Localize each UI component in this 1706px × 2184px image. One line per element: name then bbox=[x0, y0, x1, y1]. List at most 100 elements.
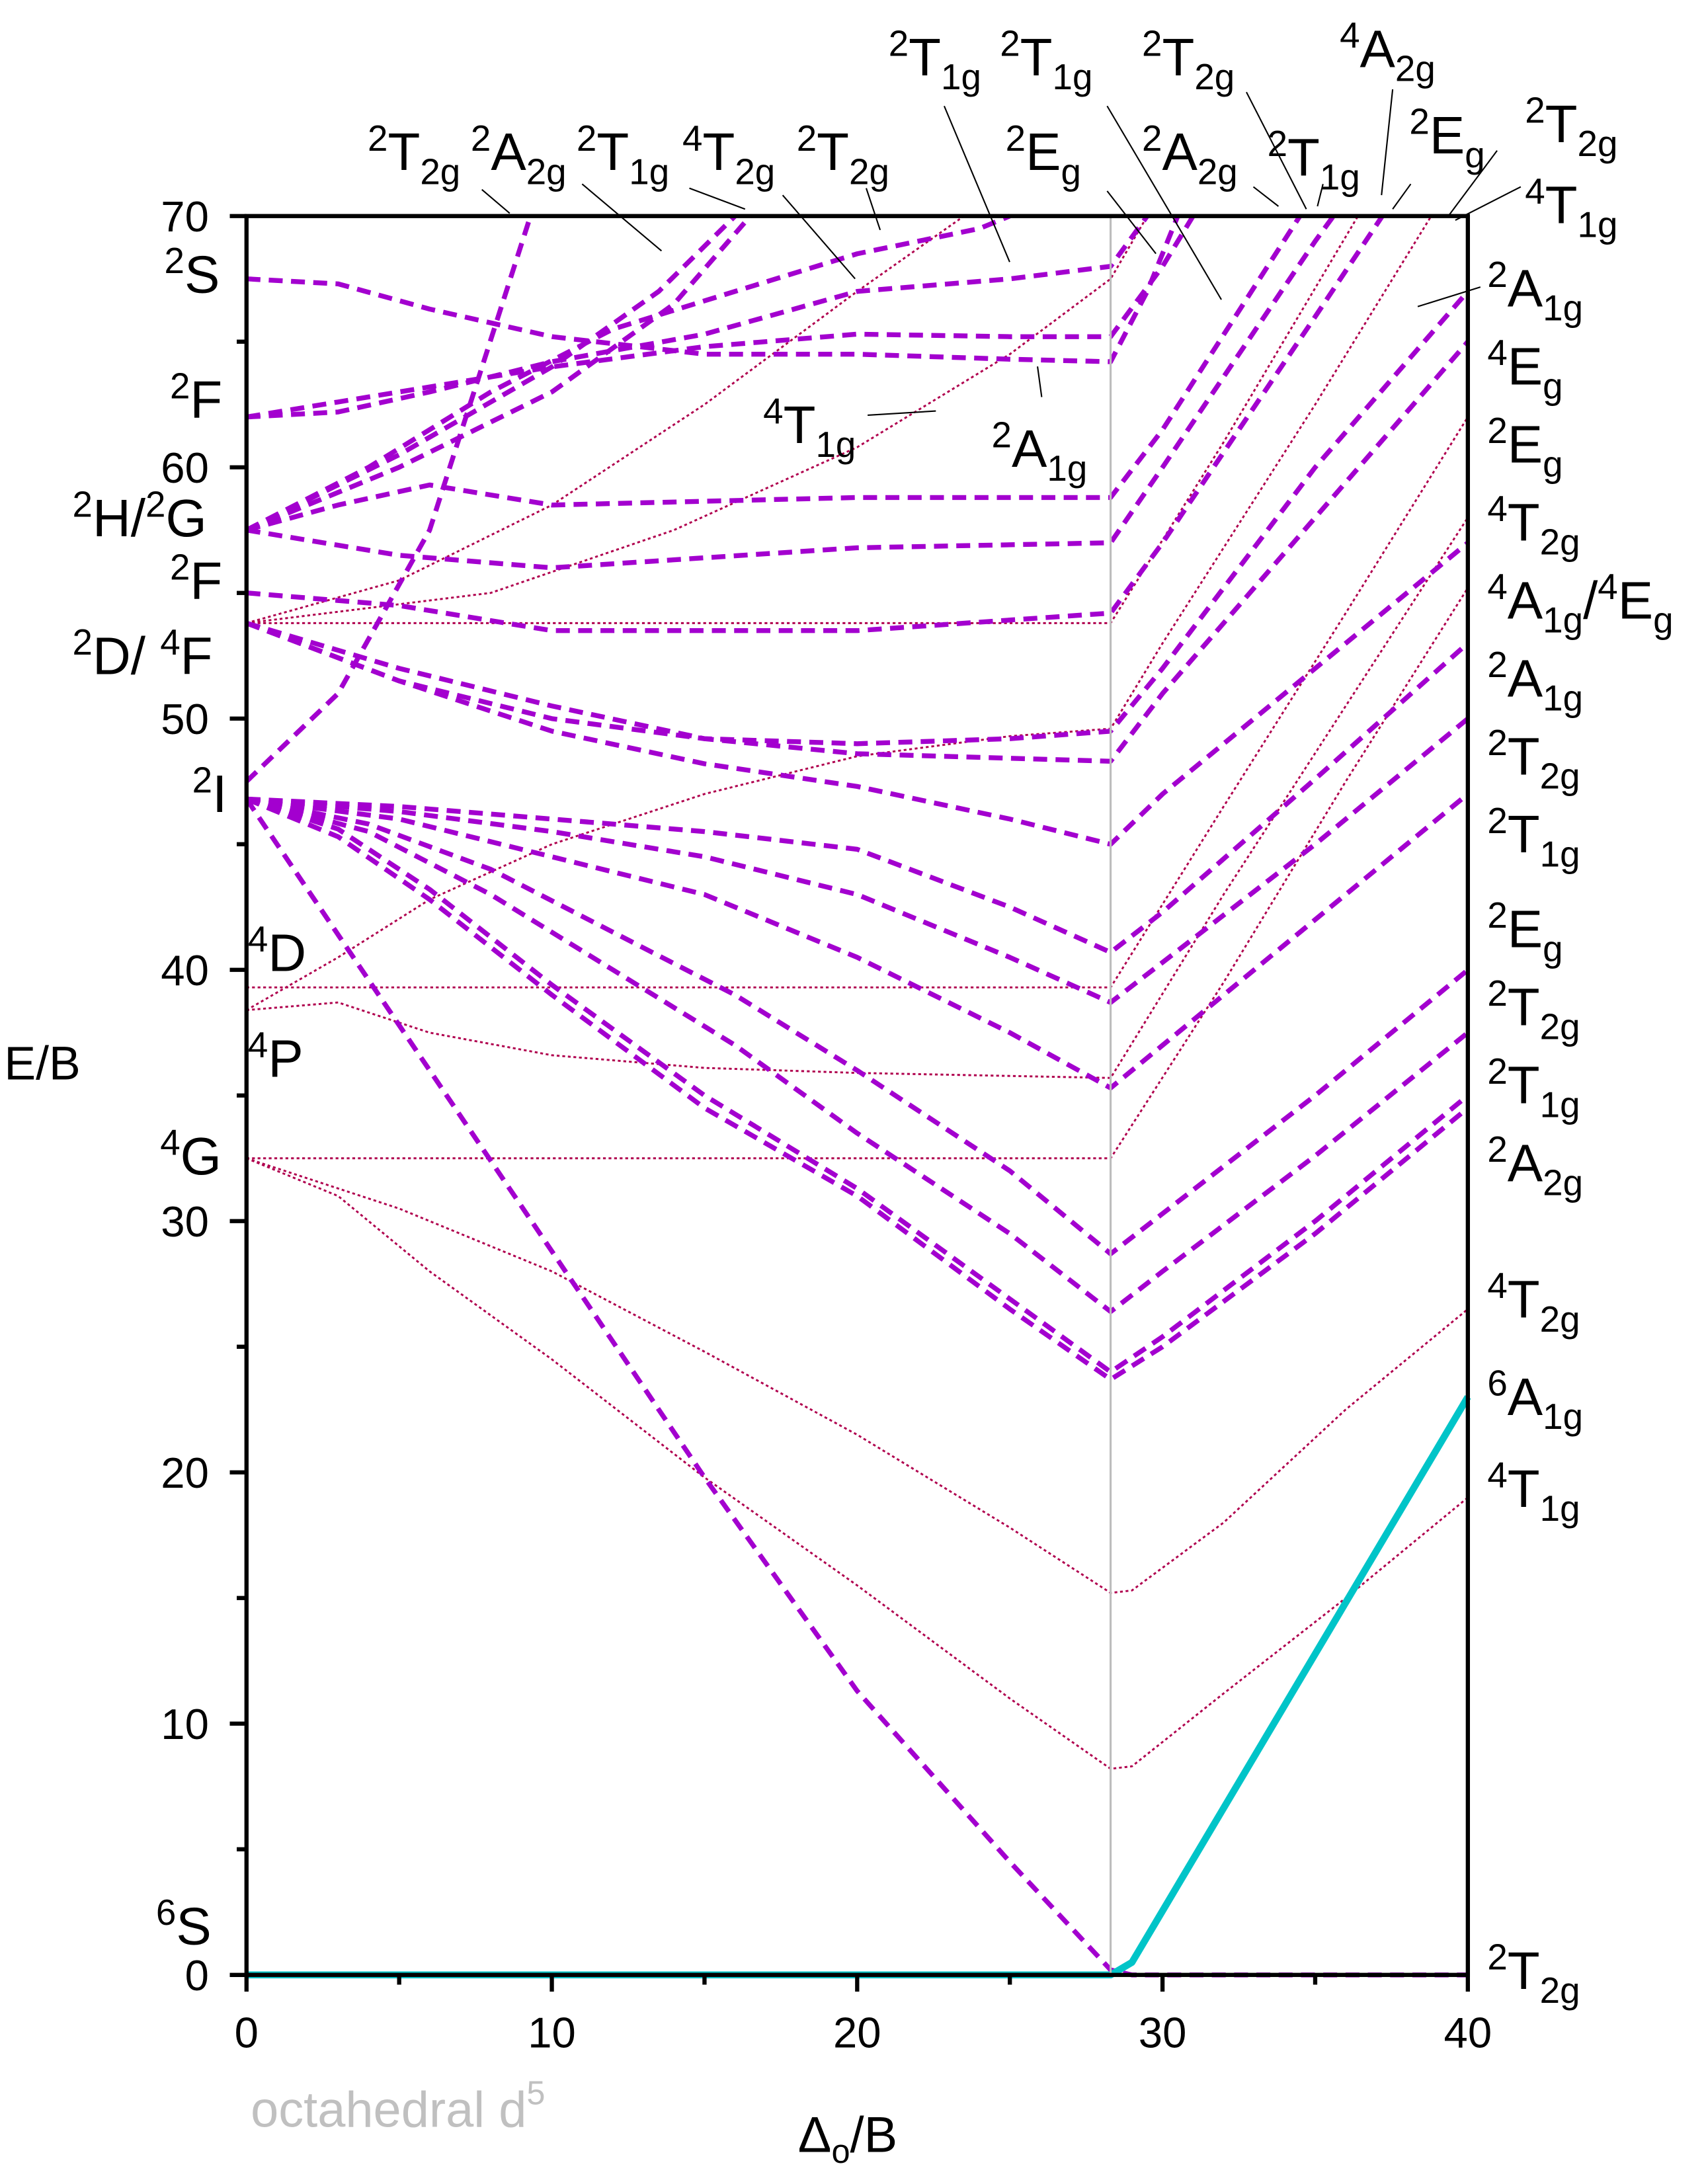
series-doublet-30 bbox=[245, 215, 533, 784]
term-label-left: 4D bbox=[248, 918, 306, 982]
state-label-top: 2A2g bbox=[471, 118, 567, 192]
series-sextet-0 bbox=[246, 1395, 1471, 1979]
label-leader-line bbox=[1246, 91, 1307, 210]
state-label-top: 4T1g bbox=[763, 391, 856, 465]
state-label-right: 2A1g bbox=[1487, 644, 1583, 719]
series-doublet-20 bbox=[245, 340, 1470, 764]
term-label-left: 2H/2G bbox=[73, 484, 207, 547]
x-tick-label: 10 bbox=[528, 2008, 576, 2056]
label-leader-line bbox=[1455, 186, 1522, 222]
state-label-right: 2T2g bbox=[1487, 1936, 1580, 2011]
state-label-right: 2A1g bbox=[1487, 254, 1583, 329]
series-quartet-3 bbox=[246, 587, 1469, 1160]
y-tick-label: 20 bbox=[161, 1449, 209, 1497]
term-label-left: 2F bbox=[170, 546, 222, 610]
series-doublet-17 bbox=[246, 641, 1470, 955]
state-label-top: 4T2g bbox=[682, 118, 775, 192]
state-label-right: 4Eg bbox=[1487, 332, 1563, 407]
x-tick-label: 20 bbox=[833, 2008, 881, 2056]
series-quartet-8 bbox=[246, 216, 1149, 624]
y-tick-label: 30 bbox=[161, 1197, 209, 1246]
series-doublet-10 bbox=[244, 797, 1468, 1978]
y-tick-label: 60 bbox=[161, 444, 209, 492]
series-doublet-18 bbox=[245, 540, 1470, 847]
series-doublet-26 bbox=[245, 214, 1011, 532]
label-leader-line bbox=[1392, 183, 1412, 210]
series-quartet-9 bbox=[246, 215, 965, 624]
label-leader-line bbox=[581, 183, 663, 252]
y-tick-label: 0 bbox=[185, 1951, 209, 2000]
label-leader-line bbox=[689, 187, 746, 210]
y-tick-label: 50 bbox=[161, 695, 209, 743]
state-label-right: 4T1g bbox=[1525, 171, 1617, 245]
series-quartet-6 bbox=[246, 215, 1432, 1011]
state-label-right: 4T1g bbox=[1487, 1455, 1580, 1529]
y-tick-label: 40 bbox=[161, 946, 209, 994]
state-label-right: 6A1g bbox=[1487, 1363, 1583, 1437]
series-doublet-27 bbox=[246, 214, 1150, 420]
series-doublet-15 bbox=[246, 791, 1470, 1091]
series-doublet-19 bbox=[245, 290, 1470, 747]
label-leader-line bbox=[868, 410, 936, 416]
series-quartet-5 bbox=[246, 416, 1469, 989]
x-tick-label: 40 bbox=[1444, 2008, 1492, 2056]
series-doublet-22 bbox=[246, 214, 1336, 571]
state-label-right: 4A1g/4Eg bbox=[1487, 566, 1673, 641]
series-doublet-14 bbox=[246, 796, 1470, 1256]
label-leader-line bbox=[1381, 89, 1394, 196]
state-label-top: 2Eg bbox=[1006, 118, 1081, 192]
axis-ticks: 0 10 20 30 40 0 10 20 30 40 50 60 70 bbox=[161, 192, 1492, 2056]
state-label-top: 2A2g bbox=[1142, 118, 1238, 192]
term-label-left: 2I bbox=[192, 760, 227, 823]
state-label-right: 2T1g bbox=[1487, 800, 1580, 875]
series-doublet-13 bbox=[245, 796, 1470, 1314]
label-leader-line bbox=[1317, 184, 1324, 207]
state-label-top: 2T1g bbox=[889, 23, 981, 98]
state-label-top: 2T2g bbox=[368, 118, 460, 192]
series-doublet-28 bbox=[246, 214, 1196, 420]
series-doublet-11 bbox=[245, 796, 1470, 1382]
y-tick-label: 70 bbox=[161, 192, 209, 241]
state-label-right: 4T2g bbox=[1487, 488, 1580, 563]
x-tick-label: 30 bbox=[1139, 2008, 1187, 2056]
term-label-left: 6S bbox=[156, 1892, 212, 1955]
state-label-top: 2T1g bbox=[1000, 23, 1092, 98]
label-leader-line bbox=[1252, 186, 1280, 207]
series-quartet-1 bbox=[246, 1157, 1469, 1770]
label-leader-line bbox=[1106, 190, 1157, 255]
label-leader-line bbox=[1417, 286, 1481, 307]
label-leader-line bbox=[943, 105, 1010, 263]
y-tick-label: 10 bbox=[161, 1700, 209, 1748]
term-label-left: 2F bbox=[170, 366, 222, 429]
label-leader-line bbox=[1037, 366, 1043, 397]
series-doublet-29 bbox=[246, 215, 1180, 364]
label-leader-line bbox=[866, 188, 881, 231]
state-label-top: 2T2g bbox=[797, 118, 889, 192]
term-label-left: 4P bbox=[248, 1024, 304, 1088]
state-label-right: 2Eg bbox=[1487, 895, 1563, 969]
series-doublet-12 bbox=[245, 796, 1470, 1375]
configuration-annotation: octahedral d5 bbox=[251, 2074, 545, 2138]
label-leader-line bbox=[782, 194, 856, 280]
y-axis-title: E/B bbox=[4, 1037, 80, 1090]
state-label-top: 4A2g bbox=[1340, 15, 1436, 89]
state-label-right: 2Eg bbox=[1487, 410, 1563, 485]
energy-curves bbox=[244, 214, 1471, 1979]
series-doublet-16 bbox=[246, 717, 1470, 1005]
x-axis-title: Δo/B bbox=[798, 2107, 897, 2170]
x-tick-label: 0 bbox=[235, 2008, 259, 2056]
state-label-right: 2T2g bbox=[1487, 973, 1580, 1047]
term-label-left: 4G bbox=[160, 1121, 222, 1185]
state-label-top: 2A1g bbox=[992, 414, 1088, 489]
label-leader-line bbox=[481, 188, 510, 214]
state-label-top: 2T1g bbox=[1268, 123, 1360, 198]
label-leader-line bbox=[1447, 150, 1498, 217]
state-label-top: 2T1g bbox=[577, 118, 669, 192]
state-label-top: 2Eg bbox=[1409, 101, 1484, 175]
state-label-right: 4T2g bbox=[1487, 1265, 1580, 1340]
state-label-right: 2A2g bbox=[1487, 1129, 1583, 1203]
term-label-left: 2D/ 4F bbox=[73, 622, 213, 685]
series-doublet-21 bbox=[246, 214, 1385, 633]
